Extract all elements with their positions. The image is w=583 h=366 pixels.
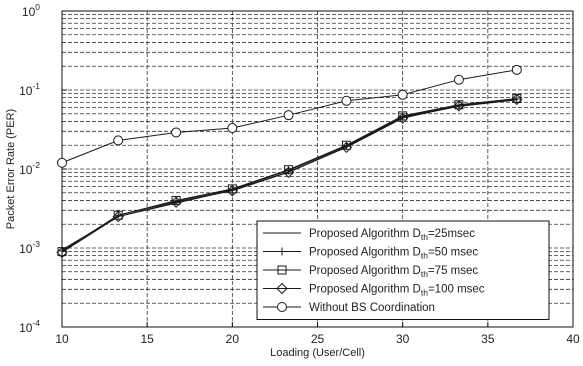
legend-box — [256, 220, 550, 320]
diamond-marker — [170, 196, 182, 208]
series-line — [61, 98, 517, 253]
y-tick-label: 10-4 — [19, 318, 40, 335]
y-tick-label: 10-3 — [19, 239, 40, 256]
square-marker — [171, 195, 181, 205]
legend-label: Without BS Coordination — [309, 302, 435, 314]
y-tick-label: 100 — [22, 2, 40, 19]
legend-label: Proposed Algorithm Dth=75 msec — [309, 265, 478, 279]
y-tick-label: 10-1 — [19, 81, 40, 98]
axis-ticks: 10 15 20 25 30 35 40 100 10-1 10-2 10-3 10-4 — [19, 2, 580, 346]
x-tick-label: 35 — [481, 332, 495, 346]
circle-marker — [341, 95, 352, 106]
square-marker — [277, 265, 287, 275]
diamond-marker — [282, 166, 295, 178]
diamond-marker — [340, 141, 353, 154]
legend-entry: Proposed Algorithm Dth=50 msec — [263, 247, 478, 261]
y-axis-label: Packet Error Rate (PER) — [5, 109, 17, 229]
legend-label: Proposed Algorithm Dth=50 msec — [309, 247, 478, 261]
circle-marker — [227, 123, 238, 134]
circle-marker — [277, 302, 287, 312]
series-5 — [57, 64, 522, 168]
x-tick-label: 15 — [140, 332, 154, 346]
square-marker — [284, 165, 294, 175]
legend-entry: Proposed Algorithm Dth=25msec — [263, 228, 475, 242]
x-tick-label: 25 — [311, 332, 325, 346]
x-tick-label: 10 — [55, 332, 69, 346]
circle-marker — [511, 64, 522, 75]
x-tick-label: 20 — [226, 332, 240, 346]
plus-marker — [398, 112, 407, 121]
circle-marker — [283, 110, 294, 121]
series-4 — [56, 93, 523, 259]
legend-label: Proposed Algorithm Dth=100 msec — [309, 284, 485, 298]
circle-marker — [171, 127, 182, 138]
x-axis-label: Loading (User/Cell) — [270, 347, 365, 359]
x-tick-label: 40 — [566, 332, 580, 346]
diamond-marker — [226, 185, 239, 197]
diamond-marker — [511, 93, 523, 106]
plus-marker — [278, 247, 286, 256]
legend-entry: Proposed Algorithm Dth=75 msec — [263, 265, 478, 279]
circle-marker — [57, 157, 67, 168]
series — [56, 64, 523, 259]
diamond-marker — [56, 246, 68, 259]
diamond-marker — [453, 100, 465, 112]
square-marker — [227, 184, 237, 194]
circle-marker — [113, 135, 124, 146]
legend-entry: Proposed Algorithm Dth=100 msec — [263, 282, 485, 298]
circle-marker — [397, 89, 408, 100]
diamond-marker — [396, 112, 409, 124]
square-marker — [398, 111, 408, 121]
diamond-marker — [112, 210, 124, 223]
legend-entry: Without BS Coordination — [263, 302, 435, 314]
series-line — [61, 98, 517, 253]
y-tick-label: 10-2 — [19, 160, 40, 177]
x-tick-label: 30 — [396, 332, 410, 346]
diamond-marker — [276, 282, 288, 295]
circle-marker — [453, 74, 464, 85]
legend: Proposed Algorithm Dth=25msec Proposed Al… — [256, 220, 550, 320]
legend-label: Proposed Algorithm Dth=25msec — [309, 228, 475, 242]
